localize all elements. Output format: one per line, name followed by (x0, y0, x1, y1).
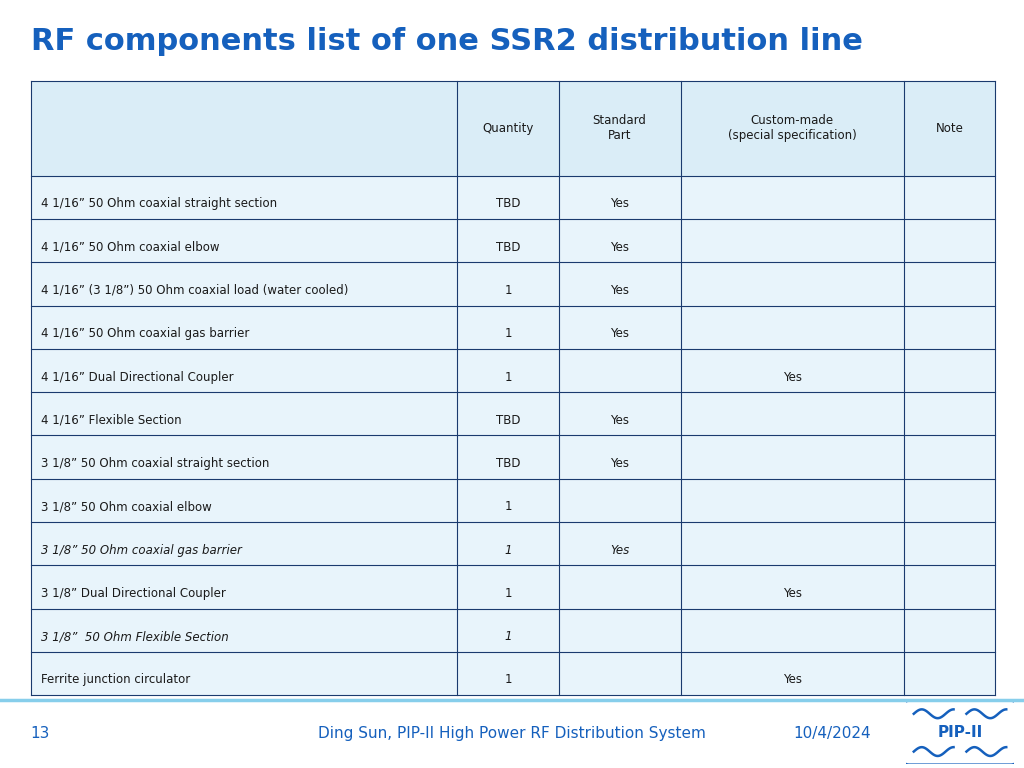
Text: 1: 1 (504, 284, 512, 297)
Text: 4 1/16” Dual Directional Coupler: 4 1/16” Dual Directional Coupler (41, 370, 233, 383)
Text: Yes: Yes (610, 240, 629, 253)
Text: Yes: Yes (610, 457, 629, 470)
Text: PIP-II: PIP-II (937, 725, 983, 740)
Text: Yes: Yes (782, 370, 802, 383)
Text: 3 1/8” Dual Directional Coupler: 3 1/8” Dual Directional Coupler (41, 587, 226, 600)
Text: 3 1/8”  50 Ohm Flexible Section: 3 1/8” 50 Ohm Flexible Section (41, 630, 228, 643)
Text: TBD: TBD (496, 414, 520, 427)
Text: 4 1/16” 50 Ohm coaxial gas barrier: 4 1/16” 50 Ohm coaxial gas barrier (41, 327, 249, 340)
Text: Yes: Yes (782, 587, 802, 600)
Text: 1: 1 (504, 674, 512, 687)
Text: 4 1/16” (3 1/8”) 50 Ohm coaxial load (water cooled): 4 1/16” (3 1/8”) 50 Ohm coaxial load (wa… (41, 284, 348, 297)
Text: 10/4/2024: 10/4/2024 (794, 726, 871, 741)
Text: Quantity: Quantity (482, 122, 534, 134)
Text: TBD: TBD (496, 240, 520, 253)
Text: 1: 1 (504, 544, 512, 557)
Text: TBD: TBD (496, 197, 520, 210)
Text: Yes: Yes (610, 284, 629, 297)
Text: 4 1/16” Flexible Section: 4 1/16” Flexible Section (41, 414, 181, 427)
FancyBboxPatch shape (904, 700, 1016, 765)
Text: 3 1/8” 50 Ohm coaxial gas barrier: 3 1/8” 50 Ohm coaxial gas barrier (41, 544, 242, 557)
Text: Standard
Part: Standard Part (593, 114, 646, 142)
Text: RF components list of one SSR2 distribution line: RF components list of one SSR2 distribut… (31, 27, 862, 56)
Text: 3 1/8” 50 Ohm coaxial elbow: 3 1/8” 50 Ohm coaxial elbow (41, 500, 212, 513)
Text: Yes: Yes (610, 544, 630, 557)
Text: Yes: Yes (782, 674, 802, 687)
Text: 1: 1 (504, 587, 512, 600)
Text: Ding Sun, PIP-II High Power RF Distribution System: Ding Sun, PIP-II High Power RF Distribut… (318, 726, 706, 741)
Text: 1: 1 (504, 500, 512, 513)
Text: Note: Note (936, 122, 964, 134)
Text: 1: 1 (504, 630, 512, 643)
Text: 13: 13 (31, 726, 50, 741)
Text: Ferrite junction circulator: Ferrite junction circulator (41, 674, 190, 687)
Text: 4 1/16” 50 Ohm coaxial elbow: 4 1/16” 50 Ohm coaxial elbow (41, 240, 219, 253)
Text: 1: 1 (504, 370, 512, 383)
Text: 4 1/16” 50 Ohm coaxial straight section: 4 1/16” 50 Ohm coaxial straight section (41, 197, 278, 210)
Text: 1: 1 (504, 327, 512, 340)
Text: TBD: TBD (496, 457, 520, 470)
Text: Yes: Yes (610, 414, 629, 427)
Text: Custom-made
(special specification): Custom-made (special specification) (728, 114, 857, 142)
Text: 3 1/8” 50 Ohm coaxial straight section: 3 1/8” 50 Ohm coaxial straight section (41, 457, 269, 470)
Text: Yes: Yes (610, 197, 629, 210)
Text: Yes: Yes (610, 327, 629, 340)
